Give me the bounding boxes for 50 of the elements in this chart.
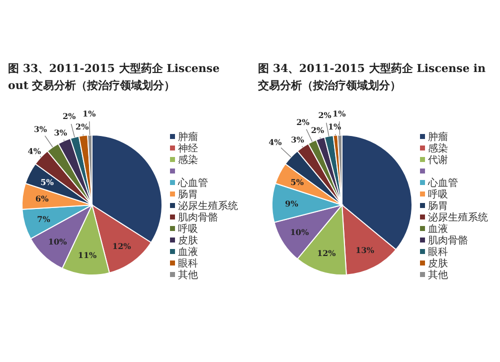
- legend-label: 泌尿生殖系统: [178, 200, 238, 212]
- legend-label: 眼科: [428, 246, 448, 258]
- legend-label: 其他: [178, 269, 198, 281]
- legend-label: 肿瘤: [428, 131, 448, 143]
- data-label: 12%: [317, 248, 336, 258]
- data-label: 6%: [35, 194, 49, 204]
- data-label: 2%: [310, 124, 325, 135]
- data-label: 11%: [78, 250, 98, 260]
- legend-label: 心血管: [427, 177, 458, 189]
- legend-label: 皮肤: [428, 258, 448, 270]
- legend-label: 心血管: [177, 177, 208, 189]
- legend-label: 肌肉骨骼: [178, 212, 218, 224]
- legend-label: 泌尿生殖系统: [428, 212, 488, 224]
- legend-label: 代谢: [427, 154, 448, 166]
- data-label: 3%: [290, 134, 305, 145]
- data-label: 10%: [48, 236, 68, 247]
- legend-label: 感染: [178, 154, 198, 166]
- legend-label: 感染: [428, 142, 448, 154]
- data-label: 10%: [290, 227, 310, 238]
- legend-label: 血液: [428, 223, 448, 235]
- data-label: 4%: [268, 137, 282, 148]
- data-label: 3%: [34, 124, 48, 134]
- legend-label: 呼吸: [178, 223, 198, 235]
- chart-title: 图 33、2011-2015 大型药企 Liscense out 交易分析（按治疗领域划分）: [8, 62, 220, 92]
- legend-label: 肿瘤: [178, 131, 198, 143]
- data-label: 2%: [62, 111, 76, 122]
- data-label: 5%: [40, 177, 54, 188]
- data-label: 2%: [318, 110, 332, 120]
- legend-label: 神经: [178, 142, 198, 154]
- data-label: 12%: [112, 240, 132, 251]
- data-label: 1%: [82, 108, 96, 118]
- data-label: 2%: [76, 122, 90, 132]
- data-label: 13%: [356, 244, 375, 255]
- data-label: 5%: [290, 177, 304, 188]
- legend-label: 皮肤: [178, 234, 198, 246]
- legend-label: 血液: [178, 246, 198, 258]
- data-label: 7%: [37, 214, 51, 224]
- data-label: 3%: [54, 127, 68, 138]
- chart-title: 图 34、2011-2015 大型药企 Liscense in 交易分析（按治疗领域划分）: [257, 62, 486, 92]
- data-label: 1%: [328, 121, 342, 132]
- legend-label: 眼科: [178, 258, 198, 270]
- data-label: 1%: [332, 108, 346, 118]
- data-label: 4%: [28, 146, 42, 156]
- legend-label: 其他: [428, 269, 448, 281]
- legend-label: 肠胃: [178, 190, 198, 200]
- legend-label: 呼吸: [428, 188, 448, 200]
- legend-label: 肌肉骨骼: [428, 234, 468, 246]
- legend-label: 肠胃: [428, 201, 448, 212]
- data-label: 2%: [296, 117, 310, 128]
- data-label: 9%: [285, 198, 299, 208]
